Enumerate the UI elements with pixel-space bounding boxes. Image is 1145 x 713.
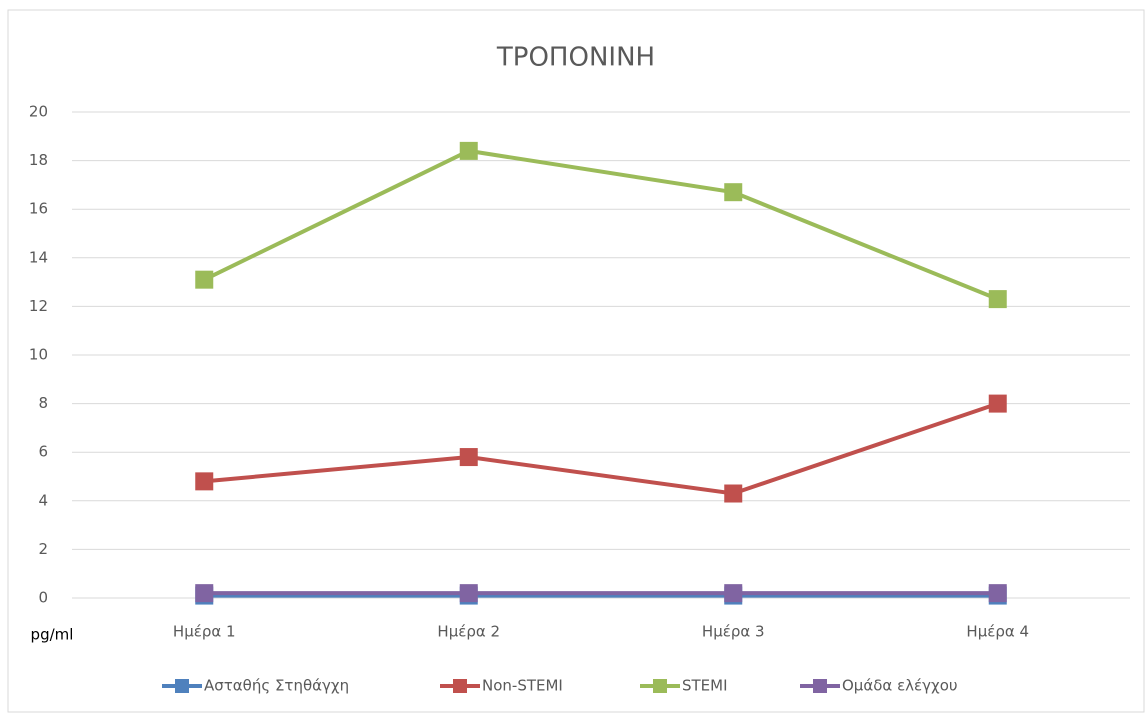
chart-title: ΤΡΟΠΟΝΙΝΗ	[496, 43, 655, 73]
x-tick-label: Ημέρα 3	[702, 623, 765, 641]
x-tick-label: Ημέρα 2	[437, 623, 500, 641]
y-tick-label: 4	[38, 491, 48, 509]
point-marker	[459, 448, 478, 467]
point-marker	[988, 290, 1007, 309]
point-marker	[459, 584, 478, 603]
legend-marker	[653, 679, 667, 693]
y-tick-label: 8	[38, 394, 48, 412]
y-tick-label: 14	[29, 248, 48, 266]
x-tick-label: Ημέρα 4	[966, 623, 1029, 641]
legend-label: Ομάδα ελέγχου	[842, 677, 958, 695]
point-marker	[195, 270, 214, 289]
point-marker	[459, 141, 478, 160]
y-tick-label: 6	[38, 443, 48, 461]
legend-marker	[175, 679, 189, 693]
legend-marker	[453, 679, 467, 693]
y-tick-label: 10	[29, 346, 48, 364]
y-tick-label: 18	[29, 151, 48, 169]
y-tick-label: 0	[38, 589, 48, 607]
y-tick-label: 12	[29, 297, 48, 315]
point-marker	[195, 472, 214, 491]
point-marker	[988, 394, 1007, 413]
legend-label: STEMI	[682, 677, 728, 695]
legend-marker	[813, 679, 827, 693]
series-line	[203, 148, 999, 301]
y-tick-label: 2	[38, 540, 48, 558]
point-marker	[724, 584, 743, 603]
chart-frame	[7, 9, 1145, 713]
legend-label: Non-STEMI	[482, 677, 563, 695]
point-marker	[724, 183, 743, 202]
series-line	[204, 401, 999, 496]
point-marker	[724, 484, 743, 503]
legend-label: Ασταθής Στηθάγχη	[204, 677, 349, 695]
y-axis-label: pg/ml	[31, 626, 74, 644]
point-marker	[195, 584, 214, 603]
y-tick-label: 16	[29, 200, 48, 218]
point-marker	[988, 584, 1007, 603]
x-tick-label: Ημέρα 1	[173, 623, 236, 641]
y-tick-label: 20	[29, 103, 48, 121]
